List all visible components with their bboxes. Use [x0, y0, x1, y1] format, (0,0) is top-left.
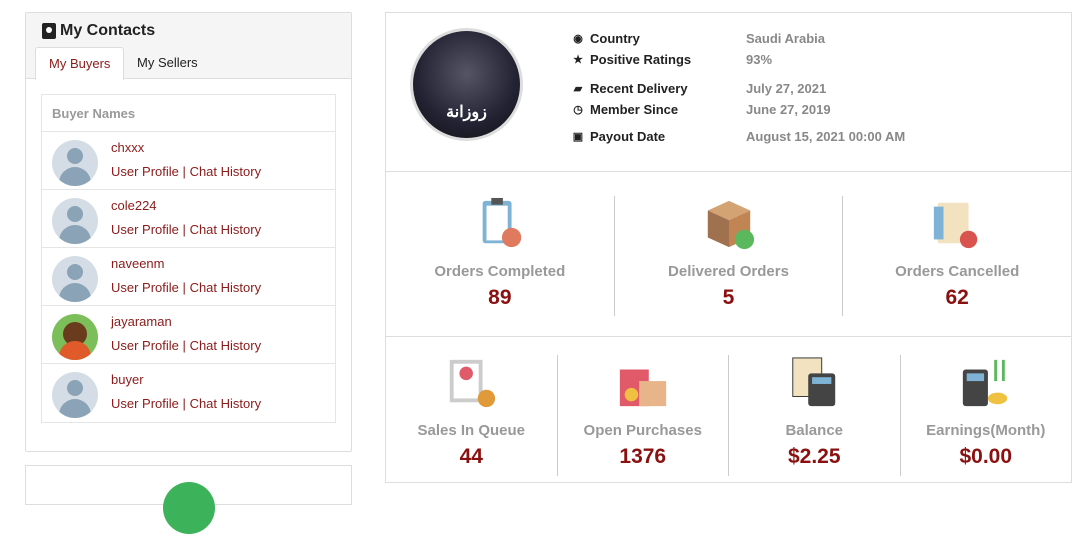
profile-field-label: ▣ Payout Date — [572, 129, 666, 144]
chat-history-link[interactable]: Chat History — [189, 338, 262, 353]
user-profile-link[interactable]: User Profile — [111, 222, 179, 237]
buyer-name[interactable]: chxxx — [111, 140, 145, 155]
buyer-list-header: Buyer Names — [42, 95, 335, 132]
user-profile-link[interactable]: User Profile — [111, 164, 179, 179]
order-stats: Orders Completed 89 Delivered Orders 5 O… — [386, 196, 1071, 316]
stat-card: Sales In Queue 44 — [386, 355, 558, 476]
tab-my-buyers[interactable]: My Buyers — [35, 47, 125, 80]
panel-header: My Contacts My Buyers My Sellers — [26, 13, 351, 80]
profile-field-label: ◉ Country — [573, 31, 640, 46]
calculator-icon — [792, 357, 836, 407]
user-profile-link[interactable]: User Profile — [111, 280, 179, 295]
user-profile-link[interactable]: User Profile — [111, 338, 179, 353]
separator: | — [182, 280, 186, 295]
table-row: buyer User Profile | Chat History — [42, 364, 335, 422]
calculator-coins-icon — [962, 359, 1007, 407]
stat-value: 62 — [945, 286, 969, 309]
finance-stats: Sales In Queue 44 Open Purchases 1376 Ba… — [386, 355, 1071, 476]
buyer-name[interactable]: cole224 — [111, 198, 157, 213]
buyer-list: Buyer Names chxxx User Profile | Chat Hi… — [41, 94, 336, 423]
separator: | — [182, 338, 186, 353]
avatar — [52, 256, 98, 302]
table-row: cole224 User Profile | Chat History — [42, 190, 335, 248]
document-cancel-icon — [934, 202, 978, 249]
tab-my-sellers[interactable]: My Sellers — [137, 55, 198, 70]
clipboard-check-icon — [482, 197, 522, 248]
table-row: naveenm User Profile | Chat History — [42, 248, 335, 306]
badge-icon — [163, 482, 215, 534]
truck-icon: ▰ — [573, 83, 583, 95]
globe-icon: ◉ — [573, 33, 583, 45]
profile-field-label: ★ Positive Ratings — [573, 52, 692, 67]
profile-field-label: ▰ Recent Delivery — [573, 81, 688, 96]
table-row: chxxx User Profile | Chat History — [42, 132, 335, 190]
clock-icon: ◷ — [573, 104, 583, 116]
stat-value: 44 — [459, 445, 483, 468]
separator: | — [182, 396, 186, 411]
stat-value: 1376 — [619, 445, 667, 468]
stat-label: Sales In Queue — [417, 422, 526, 439]
profile-field-value: July 27, 2021 — [746, 81, 827, 96]
stat-label: Delivered Orders — [668, 263, 789, 280]
user-profile-link[interactable]: User Profile — [111, 396, 179, 411]
secondary-panel — [25, 465, 352, 534]
buyer-name[interactable]: jayaraman — [111, 314, 172, 329]
separator: | — [182, 164, 186, 179]
chat-history-link[interactable]: Chat History — [189, 164, 262, 179]
star-icon: ★ — [573, 54, 583, 66]
profile-field-value: Saudi Arabia — [746, 31, 825, 46]
stat-card: Open Purchases 1376 — [558, 355, 729, 476]
stat-value: 89 — [488, 286, 512, 309]
stat-label: Orders Cancelled — [895, 263, 1020, 280]
avatar — [52, 140, 98, 186]
avatar — [52, 198, 98, 244]
chat-history-link[interactable]: Chat History — [189, 222, 262, 237]
dashboard-panel: زوزانة ◉ Country Saudi Arabia ★ Positive Ra… — [385, 12, 1072, 483]
package-check-icon — [707, 200, 754, 250]
avatar — [52, 314, 98, 360]
stat-card: Orders Completed 89 — [386, 196, 615, 316]
stat-label: Orders Completed — [434, 263, 566, 280]
stat-card: Orders Cancelled 62 — [843, 196, 1071, 316]
money-icon: ▣ — [572, 131, 584, 143]
profile-field-value: June 27, 2019 — [746, 102, 831, 117]
profile-field-value: August 15, 2021 00:00 AM — [746, 129, 906, 144]
avatar-text: زوزانة — [446, 104, 487, 121]
stat-label: Open Purchases — [583, 422, 702, 439]
profile-field-value: 93% — [746, 52, 773, 67]
stat-card: Balance $2.25 — [729, 355, 901, 476]
avatar — [52, 372, 98, 418]
buyer-name[interactable]: naveenm — [111, 256, 165, 271]
invoice-moneybag-icon — [450, 359, 496, 408]
chat-history-link[interactable]: Chat History — [189, 396, 262, 411]
panel-title-text: My Contacts — [60, 22, 156, 39]
profile-section: زوزانة ◉ Country Saudi Arabia ★ Positive Ra… — [386, 13, 1071, 172]
stat-label: Earnings(Month) — [926, 422, 1046, 439]
stat-value: $2.25 — [787, 445, 841, 468]
chat-history-link[interactable]: Chat History — [189, 280, 262, 295]
stat-label: Balance — [785, 422, 844, 439]
shopping-bags-icon — [619, 369, 666, 407]
separator: | — [182, 222, 186, 237]
stat-card: Delivered Orders 5 — [615, 196, 844, 316]
my-contacts-panel: My Contacts My Buyers My Sellers Buyer N… — [25, 12, 352, 452]
profile-avatar: زوزانة — [410, 28, 523, 141]
table-row: jayaraman User Profile | Chat History — [42, 306, 335, 364]
stat-card: Earnings(Month) $0.00 — [901, 355, 1072, 476]
buyer-name[interactable]: buyer — [111, 372, 144, 387]
stat-value: 5 — [722, 286, 735, 309]
address-book-icon — [42, 23, 56, 39]
panel-title: My Contacts — [42, 22, 155, 40]
stat-value: $0.00 — [959, 445, 1013, 468]
profile-field-label: ◷ Member Since — [573, 102, 679, 117]
